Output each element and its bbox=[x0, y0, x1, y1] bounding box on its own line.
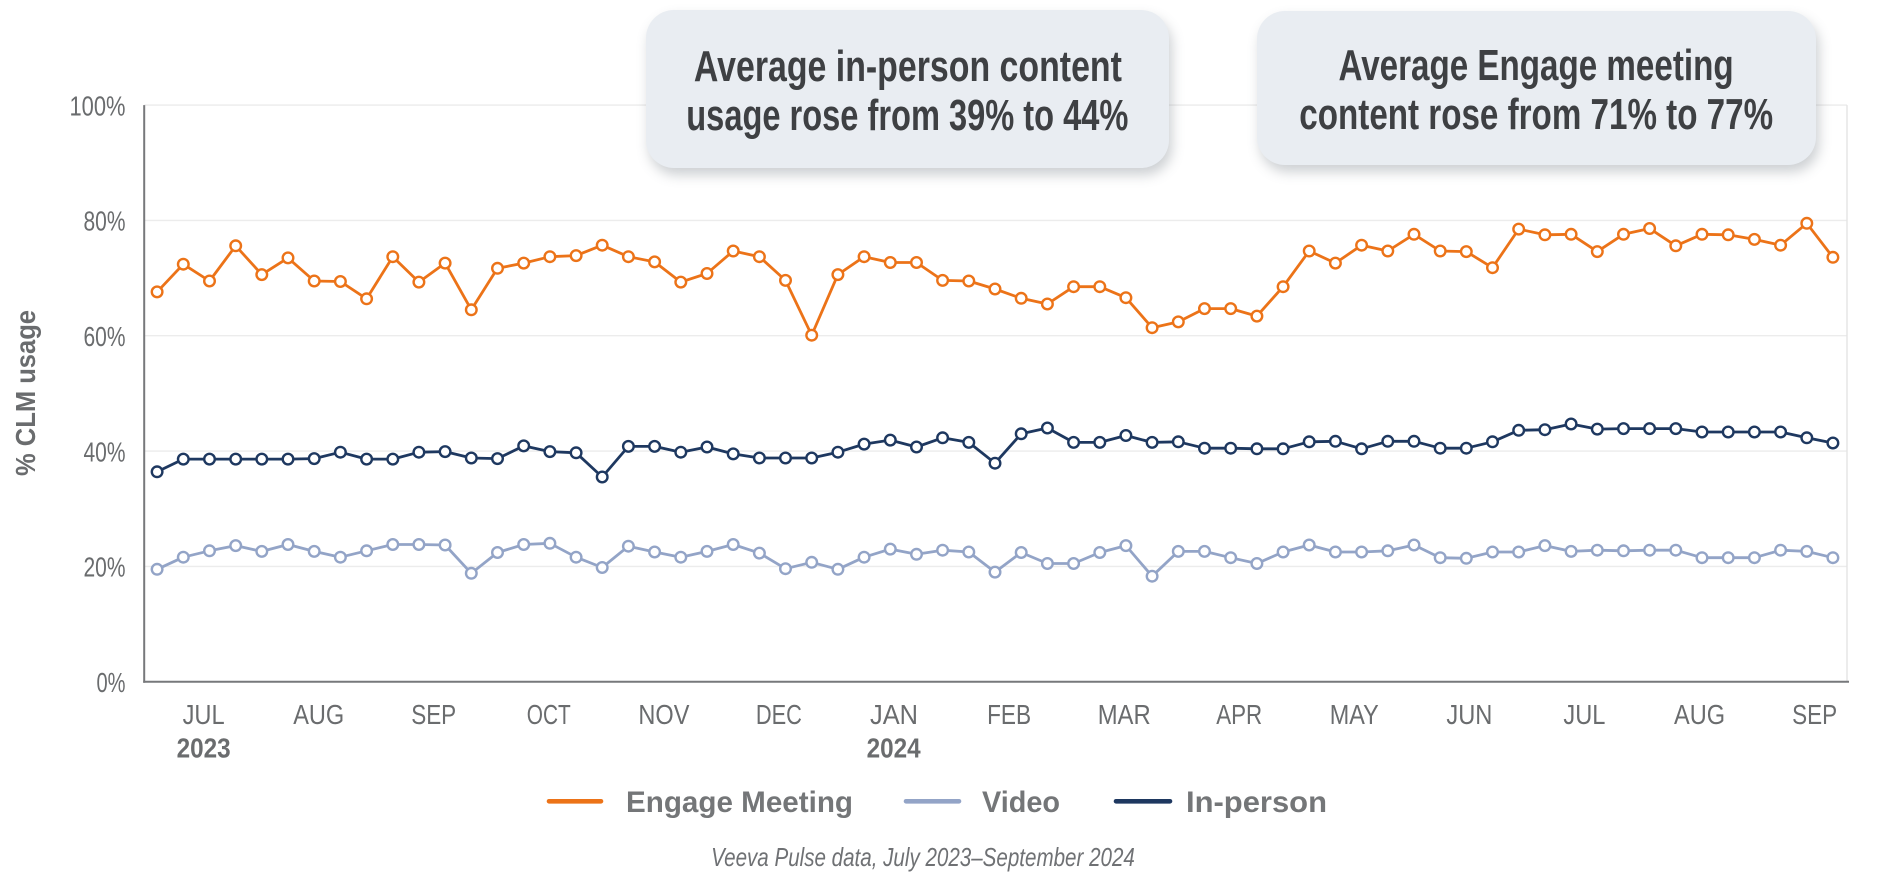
svg-text:SEP: SEP bbox=[411, 699, 456, 730]
svg-text:Video: Video bbox=[982, 786, 1060, 819]
svg-text:JUN: JUN bbox=[1446, 699, 1492, 730]
svg-text:JAN: JAN bbox=[870, 699, 918, 730]
svg-text:JUL: JUL bbox=[1563, 699, 1605, 730]
svg-text:SEP: SEP bbox=[1792, 699, 1837, 730]
svg-text:OCT: OCT bbox=[527, 699, 571, 730]
svg-text:Veeva Pulse data, July 2023–Se: Veeva Pulse data, July 2023–September 20… bbox=[711, 843, 1135, 872]
svg-text:60%: 60% bbox=[84, 321, 126, 352]
svg-text:APR: APR bbox=[1216, 699, 1262, 730]
svg-text:FEB: FEB bbox=[987, 699, 1031, 730]
svg-text:20%: 20% bbox=[84, 552, 126, 583]
svg-text:MAY: MAY bbox=[1330, 699, 1379, 730]
svg-text:MAR: MAR bbox=[1098, 699, 1151, 730]
svg-text:100%: 100% bbox=[70, 90, 126, 121]
svg-text:% CLM usage: % CLM usage bbox=[10, 310, 41, 476]
svg-text:DEC: DEC bbox=[756, 699, 802, 730]
svg-text:In-person: In-person bbox=[1186, 786, 1327, 819]
svg-text:Engage Meeting: Engage Meeting bbox=[626, 786, 853, 819]
svg-text:2023: 2023 bbox=[177, 733, 231, 764]
svg-text:40%: 40% bbox=[84, 436, 126, 467]
svg-text:NOV: NOV bbox=[638, 699, 690, 730]
svg-text:JUL: JUL bbox=[183, 699, 225, 730]
svg-text:2024: 2024 bbox=[867, 733, 922, 764]
svg-text:AUG: AUG bbox=[293, 699, 344, 730]
svg-text:0%: 0% bbox=[97, 667, 126, 698]
svg-text:AUG: AUG bbox=[1674, 699, 1725, 730]
svg-text:80%: 80% bbox=[84, 206, 126, 237]
